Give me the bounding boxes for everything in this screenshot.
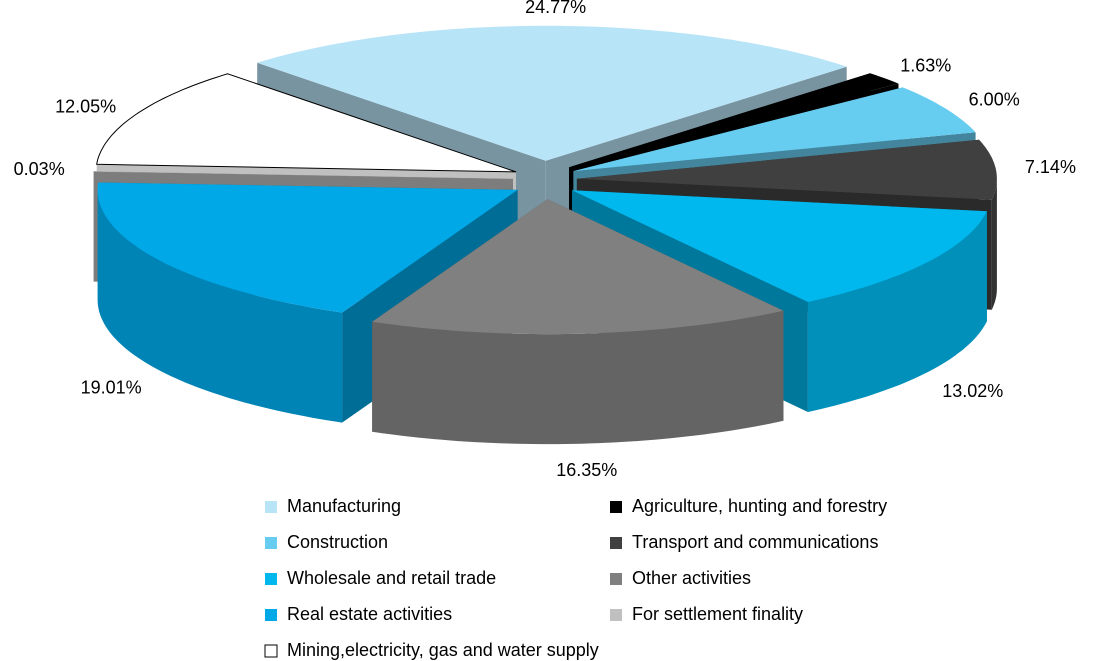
legend-swatch bbox=[610, 537, 622, 549]
slice-top bbox=[569, 73, 899, 168]
legend-label: Real estate activities bbox=[287, 604, 452, 624]
legend-label: Wholesale and retail trade bbox=[287, 568, 496, 588]
slice-wall bbox=[372, 310, 784, 445]
data-label: 16.35% bbox=[556, 460, 617, 480]
legend-swatch bbox=[265, 537, 277, 549]
legend-swatch bbox=[610, 573, 622, 585]
legend-label: For settlement finality bbox=[632, 604, 803, 624]
slice-top bbox=[572, 190, 987, 302]
data-label: 0.03% bbox=[14, 159, 65, 179]
data-label: 24.77% bbox=[525, 0, 586, 17]
data-label: 19.01% bbox=[81, 377, 142, 397]
data-label: 6.00% bbox=[969, 89, 1020, 109]
slice-top bbox=[257, 25, 847, 161]
slice-wall bbox=[97, 189, 343, 423]
legend-swatch bbox=[610, 501, 622, 513]
legend-swatch bbox=[265, 609, 277, 621]
slice-wall bbox=[991, 178, 997, 310]
slice-top bbox=[93, 171, 513, 179]
legend-swatch bbox=[265, 501, 277, 513]
legend-label: Mining,electricity, gas and water supply bbox=[287, 640, 599, 660]
slice-top bbox=[576, 139, 997, 200]
legend-label: Construction bbox=[287, 532, 388, 552]
data-label: 7.14% bbox=[1025, 157, 1076, 177]
slice-top bbox=[372, 199, 784, 335]
slice-top bbox=[97, 182, 518, 313]
legend-swatch bbox=[264, 644, 278, 658]
slice-top bbox=[96, 73, 517, 173]
legend-label: Manufacturing bbox=[287, 496, 401, 516]
data-label: 12.05% bbox=[55, 96, 116, 116]
data-label: 13.02% bbox=[942, 381, 1003, 401]
slice-top bbox=[573, 87, 976, 172]
legend-label: Other activities bbox=[632, 568, 751, 588]
slice-wall bbox=[807, 211, 987, 412]
legend-swatch bbox=[610, 609, 622, 621]
data-label: 1.63% bbox=[900, 55, 951, 75]
legend-swatch bbox=[265, 573, 277, 585]
legend-label: Agriculture, hunting and forestry bbox=[632, 496, 887, 516]
legend-label: Transport and communications bbox=[632, 532, 878, 552]
